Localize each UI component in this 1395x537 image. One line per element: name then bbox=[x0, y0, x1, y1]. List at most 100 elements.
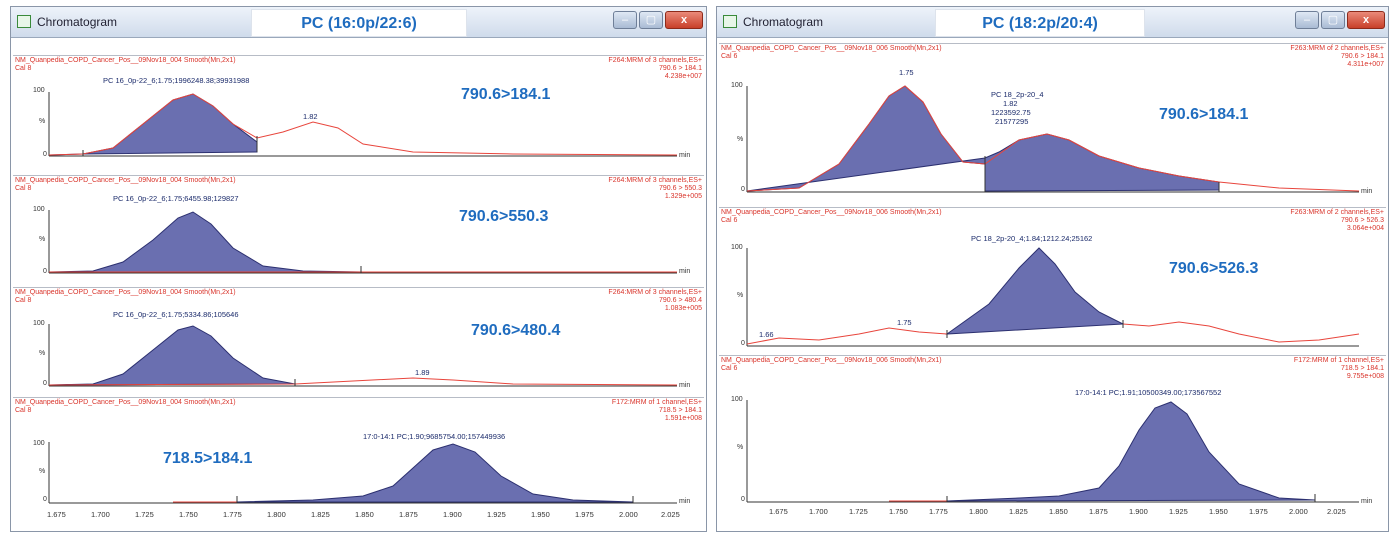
intensity-label: 4.238e+007 bbox=[664, 73, 702, 80]
chromatogram-panel[interactable]: NM_Quanpedia_COPD_Cancer_Pos__09Nov18_00… bbox=[13, 397, 704, 505]
y-axis-percent: % bbox=[737, 136, 744, 143]
x-tick-label: 2.025 bbox=[1327, 507, 1346, 516]
transition-label: 790.6>184.1 bbox=[1159, 106, 1249, 123]
x-tick-label: 2.025 bbox=[661, 510, 680, 519]
x-tick-label: 1.775 bbox=[929, 507, 948, 516]
x-tick-label: 1.700 bbox=[91, 510, 110, 519]
chromatogram-panel[interactable]: NM_Quanpedia_COPD_Cancer_Pos__09Nov18_00… bbox=[719, 355, 1386, 505]
chromatogram-panel[interactable]: NM_Quanpedia_COPD_Cancer_Pos__09Nov18_00… bbox=[13, 55, 704, 175]
chromatogram-panel[interactable]: NM_Quanpedia_COPD_Cancer_Pos__09Nov18_00… bbox=[719, 43, 1386, 207]
secondary-peak-label: 1.82 bbox=[303, 112, 318, 121]
file-label: NM_Quanpedia_COPD_Cancer_Pos__09Nov18_00… bbox=[15, 177, 236, 184]
transition-label: 790.6>526.3 bbox=[1169, 260, 1259, 277]
y-axis-max: 100 bbox=[731, 396, 743, 403]
secondary-peak-label: 1.75 bbox=[897, 318, 912, 327]
chromatogram-app-icon bbox=[17, 15, 31, 28]
intensity-label: 1.083e+005 bbox=[664, 305, 702, 312]
transition-label: 790.6>480.4 bbox=[471, 322, 561, 339]
peak-label: 17:0-14:1 PC;1.91;10500349.00;173567552 bbox=[1075, 388, 1222, 397]
chromatogram-plot bbox=[48, 442, 677, 504]
file-label: NM_Quanpedia_COPD_Cancer_Pos__09Nov18_00… bbox=[721, 209, 942, 216]
chromatogram-window-right: Chromatogram – ▢ x PC (18:2p/20:4) NM_Qu… bbox=[716, 6, 1389, 532]
chromatogram-window-left: Chromatogram – ▢ x PC (16:0p/22:6) NM_Qu… bbox=[10, 6, 707, 532]
intensity-label: 3.064e+004 bbox=[1346, 225, 1384, 232]
x-axis-unit: min bbox=[1361, 498, 1373, 505]
file-label: NM_Quanpedia_COPD_Cancer_Pos__09Nov18_00… bbox=[15, 57, 236, 64]
file-label: NM_Quanpedia_COPD_Cancer_Pos__09Nov18_00… bbox=[721, 45, 942, 52]
y-axis-max: 100 bbox=[33, 206, 45, 213]
x-tick-label: 1.800 bbox=[267, 510, 286, 519]
x-tick-label: 1.725 bbox=[849, 507, 868, 516]
y-axis-percent: % bbox=[737, 292, 744, 299]
y-axis-min: 0 bbox=[43, 268, 47, 275]
close-button[interactable]: x bbox=[1347, 11, 1385, 29]
channel-label: F172:MRM of 1 channel,ES+ bbox=[1293, 357, 1384, 364]
peak-label-line: 1.82 bbox=[1003, 99, 1018, 108]
x-tick-label: 1.950 bbox=[531, 510, 550, 519]
peak-label: PC 18_2p-20_4;1.84;1212.24;25162 bbox=[971, 234, 1093, 243]
peak-label: PC 16_0p-22_6;1.75;1996248.38;39931988 bbox=[103, 76, 250, 85]
x-tick-label: 1.875 bbox=[399, 510, 418, 519]
peak-label: 17:0-14:1 PC;1.90;9685754.00;157449936 bbox=[363, 432, 506, 441]
x-tick-label: 1.750 bbox=[889, 507, 908, 516]
x-tick-label: 1.725 bbox=[135, 510, 154, 519]
x-tick-label: 1.675 bbox=[47, 510, 66, 519]
intensity-label: 4.311e+007 bbox=[1347, 61, 1384, 68]
chromatogram-panel[interactable]: NM_Quanpedia_COPD_Cancer_Pos__09Nov18_00… bbox=[13, 175, 704, 287]
y-axis-max: 100 bbox=[33, 320, 45, 327]
minimize-button[interactable]: – bbox=[1295, 11, 1319, 29]
trace-line bbox=[48, 93, 678, 156]
scan-label: Cal 6 bbox=[721, 365, 738, 372]
chromatogram-plot bbox=[746, 85, 1360, 193]
integrated-peak bbox=[48, 325, 296, 386]
peak-label: PC 16_0p-22_6;1.75;6455.98;129827 bbox=[113, 194, 239, 203]
close-button[interactable]: x bbox=[665, 11, 703, 29]
channel-label: F172:MRM of 1 channel,ES+ bbox=[611, 399, 702, 406]
chromatogram-plot bbox=[746, 400, 1359, 503]
x-axis-unit: min bbox=[679, 268, 691, 275]
scan-label: Cal 8 bbox=[15, 297, 32, 304]
chromatogram-panel[interactable]: NM_Quanpedia_COPD_Cancer_Pos__09Nov18_00… bbox=[719, 207, 1386, 355]
x-tick-label: 1.850 bbox=[355, 510, 374, 519]
maximize-button[interactable]: ▢ bbox=[1321, 11, 1345, 29]
maximize-button[interactable]: ▢ bbox=[639, 11, 663, 29]
window-title: Chromatogram bbox=[37, 15, 118, 29]
minimize-button[interactable]: – bbox=[613, 11, 637, 29]
chromatogram-plot bbox=[48, 324, 678, 387]
compound-title: PC (16:0p/22:6) bbox=[251, 9, 467, 37]
x-tick-label: 1.925 bbox=[487, 510, 506, 519]
chromatogram-panel[interactable]: NM_Quanpedia_COPD_Cancer_Pos__09Nov18_00… bbox=[13, 287, 704, 397]
scan-label: Cal 6 bbox=[721, 217, 738, 224]
channel-label: F264:MRM of 3 channels,ES+ bbox=[608, 177, 702, 184]
secondary-peak-label: 1.89 bbox=[415, 368, 430, 377]
y-axis-percent: % bbox=[39, 236, 46, 243]
x-axis-unit: min bbox=[1361, 188, 1373, 195]
peak-label-line: 21577295 bbox=[995, 117, 1029, 126]
y-axis-percent: % bbox=[39, 350, 46, 357]
x-tick-label: 1.825 bbox=[311, 510, 330, 519]
x-tick-label: 1.750 bbox=[179, 510, 198, 519]
file-label: NM_Quanpedia_COPD_Cancer_Pos__09Nov18_00… bbox=[721, 357, 942, 364]
file-label: NM_Quanpedia_COPD_Cancer_Pos__09Nov18_00… bbox=[15, 399, 236, 406]
x-tick-label: 2.000 bbox=[1289, 507, 1308, 516]
y-axis-min: 0 bbox=[43, 151, 47, 158]
intensity-label: 1.329e+005 bbox=[664, 193, 702, 200]
y-axis-percent: % bbox=[39, 118, 46, 125]
intensity-label: 9.755e+008 bbox=[1346, 373, 1384, 380]
peak-label-line: 1223592.75 bbox=[991, 108, 1031, 117]
mrm-label: 790.6 > 480.4 bbox=[658, 297, 702, 304]
x-tick-label: 1.875 bbox=[1089, 507, 1108, 516]
integrated-peak bbox=[946, 401, 1316, 502]
transition-label: 790.6>184.1 bbox=[461, 86, 551, 103]
mrm-label: 718.5 > 184.1 bbox=[658, 407, 702, 414]
transition-label: 790.6>550.3 bbox=[459, 208, 549, 225]
x-tick-label: 1.900 bbox=[443, 510, 462, 519]
x-tick-label: 1.775 bbox=[223, 510, 242, 519]
scan-label: Cal 6 bbox=[721, 53, 738, 60]
mrm-label: 790.6 > 184.1 bbox=[658, 65, 702, 72]
channel-label: F264:MRM of 3 channels,ES+ bbox=[608, 57, 702, 64]
y-axis-min: 0 bbox=[43, 380, 47, 387]
x-axis-unit: min bbox=[679, 498, 691, 505]
y-axis-min: 0 bbox=[741, 340, 745, 347]
integrated-peak bbox=[48, 211, 364, 273]
